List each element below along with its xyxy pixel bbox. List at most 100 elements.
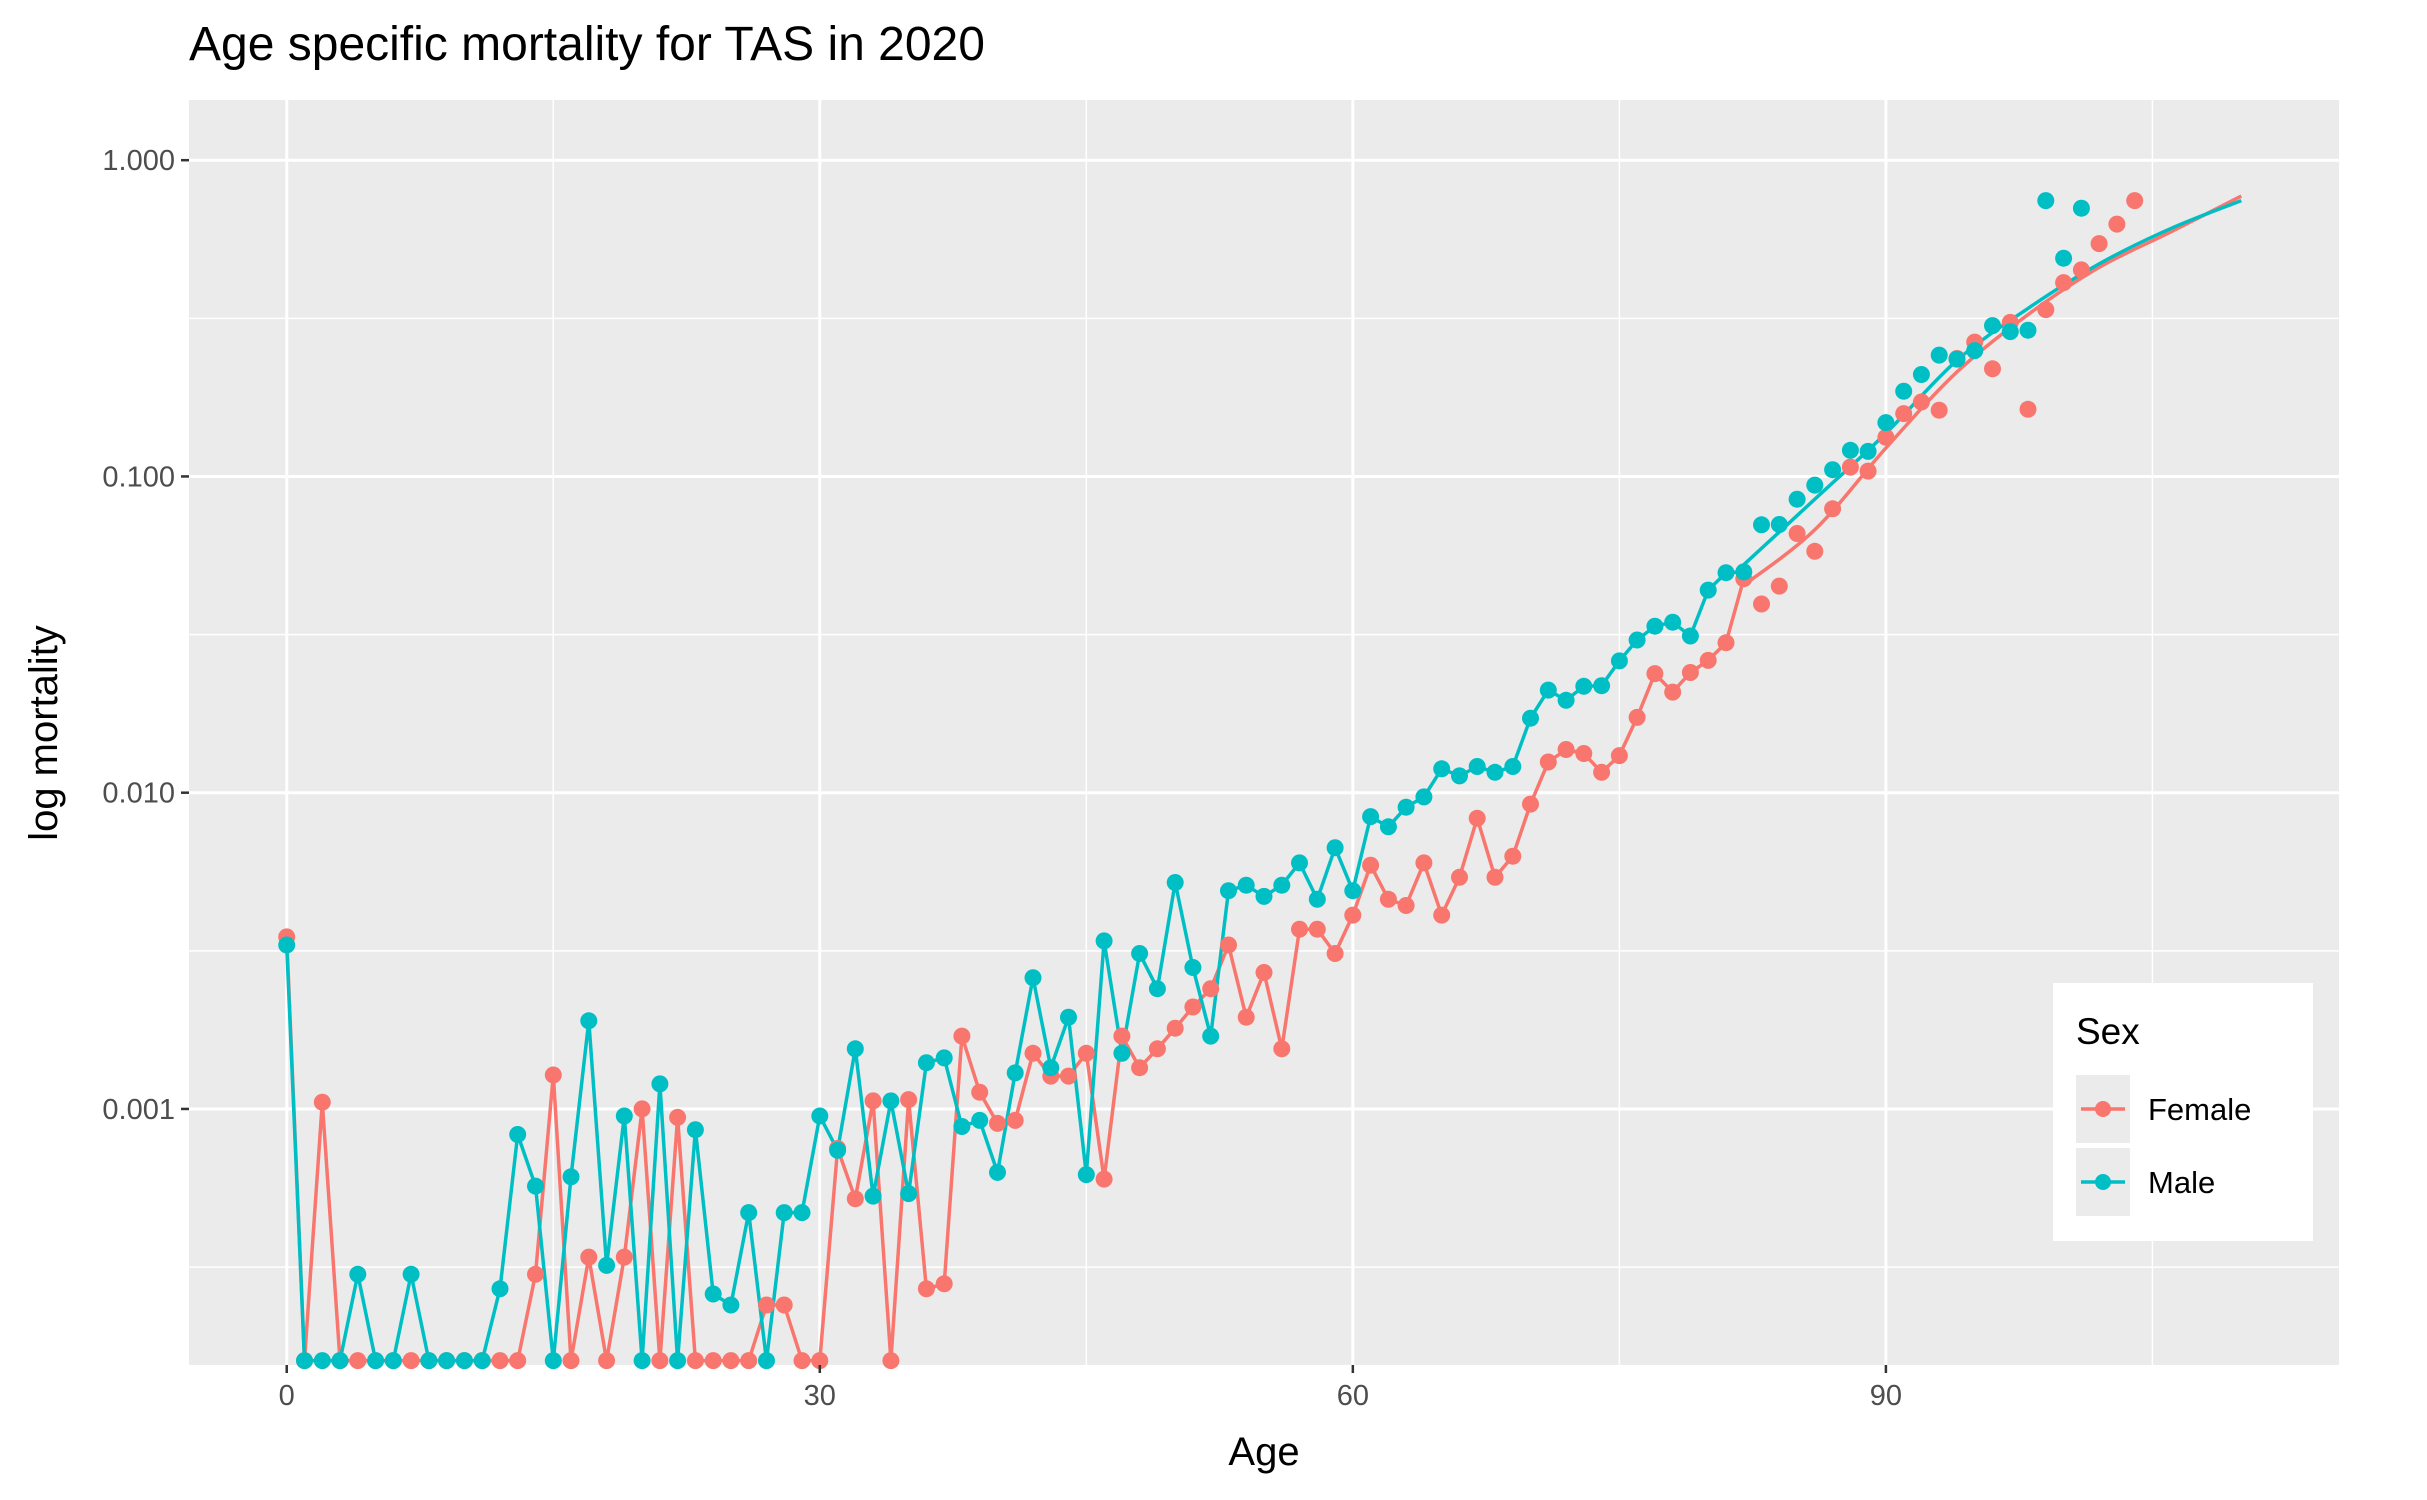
data-point-male (1273, 876, 1291, 894)
data-point-male (1344, 882, 1362, 900)
data-point-male (367, 1352, 385, 1370)
data-point-male (278, 936, 296, 954)
data-point-female (1220, 936, 1237, 954)
x-axis-title: Age (1228, 1430, 1299, 1474)
legend-label-male: Male (2148, 1165, 2215, 1200)
data-point-male (1077, 1166, 1095, 1184)
y-axis: 0.001 0.010 0.100 1.000 (102, 145, 189, 1126)
data-point-female (402, 1352, 420, 1370)
data-point-female (1202, 980, 1220, 998)
data-point-female (740, 1352, 758, 1370)
y-tick-label: 1.000 (102, 145, 175, 177)
data-point-female (349, 1352, 367, 1370)
data-point-male (1877, 414, 1895, 432)
data-point-male (1184, 959, 1202, 976)
data-point-male (686, 1121, 704, 1139)
data-point-female (1593, 763, 1611, 781)
data-point-male (1699, 581, 1717, 599)
data-point-male (1610, 652, 1628, 670)
data-point-male (296, 1352, 313, 1370)
data-point-female (722, 1352, 740, 1370)
data-point-male (2019, 321, 2037, 339)
data-point-male (1557, 691, 1575, 709)
data-point-female (1646, 665, 1664, 683)
data-point-male (2037, 192, 2055, 210)
data-point-male (758, 1352, 775, 1370)
data-point-female (704, 1352, 722, 1370)
data-point-male (313, 1352, 331, 1370)
data-point-female (1912, 393, 1930, 411)
data-point-male (1575, 677, 1593, 695)
data-point-male (1504, 758, 1522, 775)
data-point-male (2001, 323, 2019, 341)
y-tick-label: 0.100 (102, 461, 175, 493)
data-point-male (438, 1352, 456, 1370)
data-point-male (1202, 1027, 1220, 1045)
data-point-male (1362, 808, 1380, 826)
data-point-female (1681, 664, 1699, 681)
chart-title: Age specific mortality for TAS in 2020 (189, 18, 985, 71)
data-point-male (1113, 1044, 1131, 1062)
data-point-female (1504, 847, 1522, 865)
data-point-male (1753, 516, 1770, 534)
data-point-male (1379, 818, 1397, 836)
data-point-female (1486, 868, 1504, 886)
data-point-male (1006, 1064, 1024, 1082)
data-point-male (384, 1352, 402, 1370)
data-point-female (2055, 274, 2073, 292)
data-point-male (1042, 1059, 1060, 1077)
data-point-female (1699, 651, 1717, 669)
data-point-male (669, 1352, 687, 1370)
data-point-male (1948, 350, 1966, 368)
data-point-female (1841, 458, 1859, 476)
data-point-female (917, 1280, 935, 1298)
data-point-male (633, 1352, 651, 1370)
major-gridlines (189, 100, 2339, 1365)
data-point-female (686, 1352, 704, 1370)
data-point-male (1664, 613, 1682, 631)
data-point-male (1255, 887, 1273, 905)
data-point-male (1326, 839, 1344, 857)
data-point-male (1593, 677, 1611, 695)
data-point-male (1024, 969, 1042, 987)
data-point-female (1415, 854, 1433, 872)
data-point-female (580, 1248, 598, 1266)
series-points (278, 192, 2144, 1370)
data-point-male (1522, 709, 1539, 727)
data-point-male (1308, 890, 1326, 908)
data-point-female (1806, 542, 1824, 560)
data-point-male (1824, 461, 1842, 479)
data-point-male (331, 1352, 349, 1370)
data-point-male (1131, 945, 1149, 962)
data-point-male (953, 1118, 971, 1135)
data-point-male (1841, 441, 1859, 459)
data-point-male (864, 1187, 882, 1205)
data-point-male (598, 1256, 616, 1274)
data-point-female (1148, 1040, 1166, 1058)
data-point-female (1930, 401, 1948, 419)
data-point-female (1397, 897, 1415, 914)
data-point-male (651, 1075, 669, 1093)
data-point-male (1681, 627, 1699, 645)
data-point-female (2037, 301, 2055, 319)
data-point-male (1628, 631, 1646, 649)
data-point-female (1433, 906, 1451, 924)
data-point-male (1433, 760, 1451, 778)
data-point-female (1753, 595, 1770, 613)
data-point-female (1610, 747, 1628, 765)
data-point-female (1877, 428, 1895, 446)
data-point-female (1184, 998, 1202, 1016)
data-point-female (1824, 500, 1842, 518)
data-point-male (989, 1163, 1006, 1181)
data-point-female (2090, 235, 2108, 253)
data-point-male (473, 1352, 491, 1370)
data-point-female (1095, 1170, 1113, 1188)
data-point-male (349, 1265, 367, 1283)
data-point-male (1060, 1008, 1077, 1026)
data-point-male (1859, 442, 1877, 460)
data-point-male (491, 1280, 509, 1298)
data-point-female (2072, 261, 2090, 279)
data-point-male (775, 1204, 793, 1222)
